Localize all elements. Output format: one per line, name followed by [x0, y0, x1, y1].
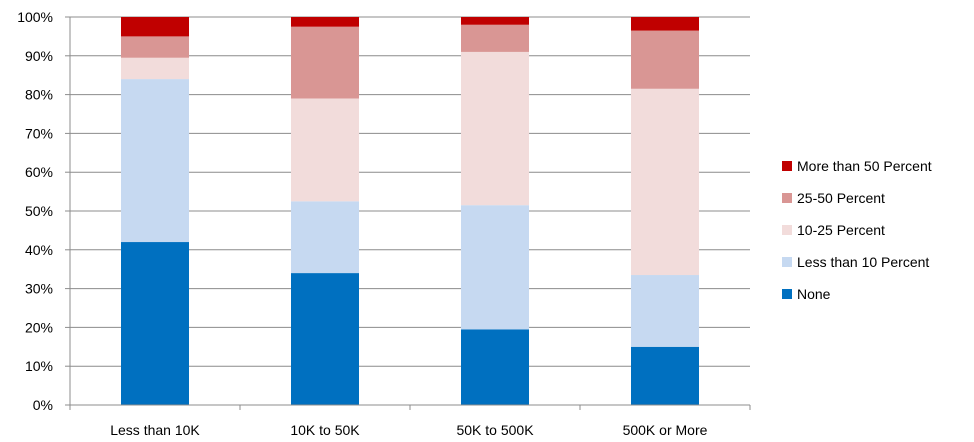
x-tick-label: 500K or More	[623, 422, 708, 438]
x-tick-label: Less than 10K	[110, 422, 200, 438]
bar-segment-less-than-10-percent-4	[631, 275, 699, 347]
y-tick-label: 70%	[25, 125, 53, 141]
bar-segment-more-than-50-percent-4	[631, 17, 699, 31]
legend: More than 50 Percent 25-50 Percent 10-25 P…	[782, 158, 932, 302]
bar-segment-25-50-percent-4	[631, 30, 699, 89]
bar-segment-none-4	[631, 346, 699, 405]
bar-segment-none-3	[461, 329, 529, 405]
legend-swatch	[782, 289, 792, 299]
y-tick-label: 20%	[25, 319, 53, 335]
legend-swatch	[782, 193, 792, 203]
bar-segment-10-25-percent-4	[631, 88, 699, 276]
y-tick-label: 60%	[25, 164, 53, 180]
y-tick-label: 80%	[25, 87, 53, 103]
bar-segment-none-2	[291, 273, 359, 405]
bar-segment-less-than-10-percent-1	[121, 79, 189, 243]
bars	[121, 17, 699, 405]
y-tick-label: 30%	[25, 281, 53, 297]
y-tick-label: 50%	[25, 203, 53, 219]
legend-swatch	[782, 161, 792, 171]
legend-label: 10-25 Percent	[797, 222, 885, 238]
bar-segment-25-50-percent-1	[121, 36, 189, 58]
y-tick-label: 0%	[33, 397, 53, 413]
y-tick-label: 100%	[17, 9, 53, 25]
legend-label: More than 50 Percent	[797, 158, 932, 174]
x-tick-labels: Less than 10K 10K to 50K 50K to 500K 500K o…	[110, 422, 707, 438]
y-tick-label: 90%	[25, 48, 53, 64]
bar-segment-25-50-percent-2	[291, 26, 359, 99]
y-tick-label: 10%	[25, 358, 53, 374]
bar-segment-10-25-percent-1	[121, 57, 189, 80]
bar-segment-less-than-10-percent-3	[461, 205, 529, 330]
bar-segment-more-than-50-percent-3	[461, 17, 529, 25]
legend-swatch	[782, 257, 792, 267]
y-tick-labels: 0% 10% 20% 30% 40% 50% 60% 70% 80% 90% 100%	[17, 9, 53, 413]
bar-segment-25-50-percent-3	[461, 24, 529, 52]
x-tick-label: 10K to 50K	[290, 422, 360, 438]
legend-label: None	[797, 286, 831, 302]
legend-label: 25-50 Percent	[797, 190, 885, 206]
bar-segment-10-25-percent-2	[291, 98, 359, 202]
legend-swatch	[782, 225, 792, 235]
bar-segment-more-than-50-percent-1	[121, 17, 189, 37]
y-tick-label: 40%	[25, 242, 53, 258]
bar-segment-more-than-50-percent-2	[291, 17, 359, 27]
bar-segment-none-1	[121, 242, 189, 405]
x-tick-label: 50K to 500K	[456, 422, 534, 438]
bar-segment-10-25-percent-3	[461, 51, 529, 206]
legend-label: Less than 10 Percent	[797, 254, 929, 270]
bar-segment-less-than-10-percent-2	[291, 201, 359, 274]
axes	[65, 16, 751, 410]
